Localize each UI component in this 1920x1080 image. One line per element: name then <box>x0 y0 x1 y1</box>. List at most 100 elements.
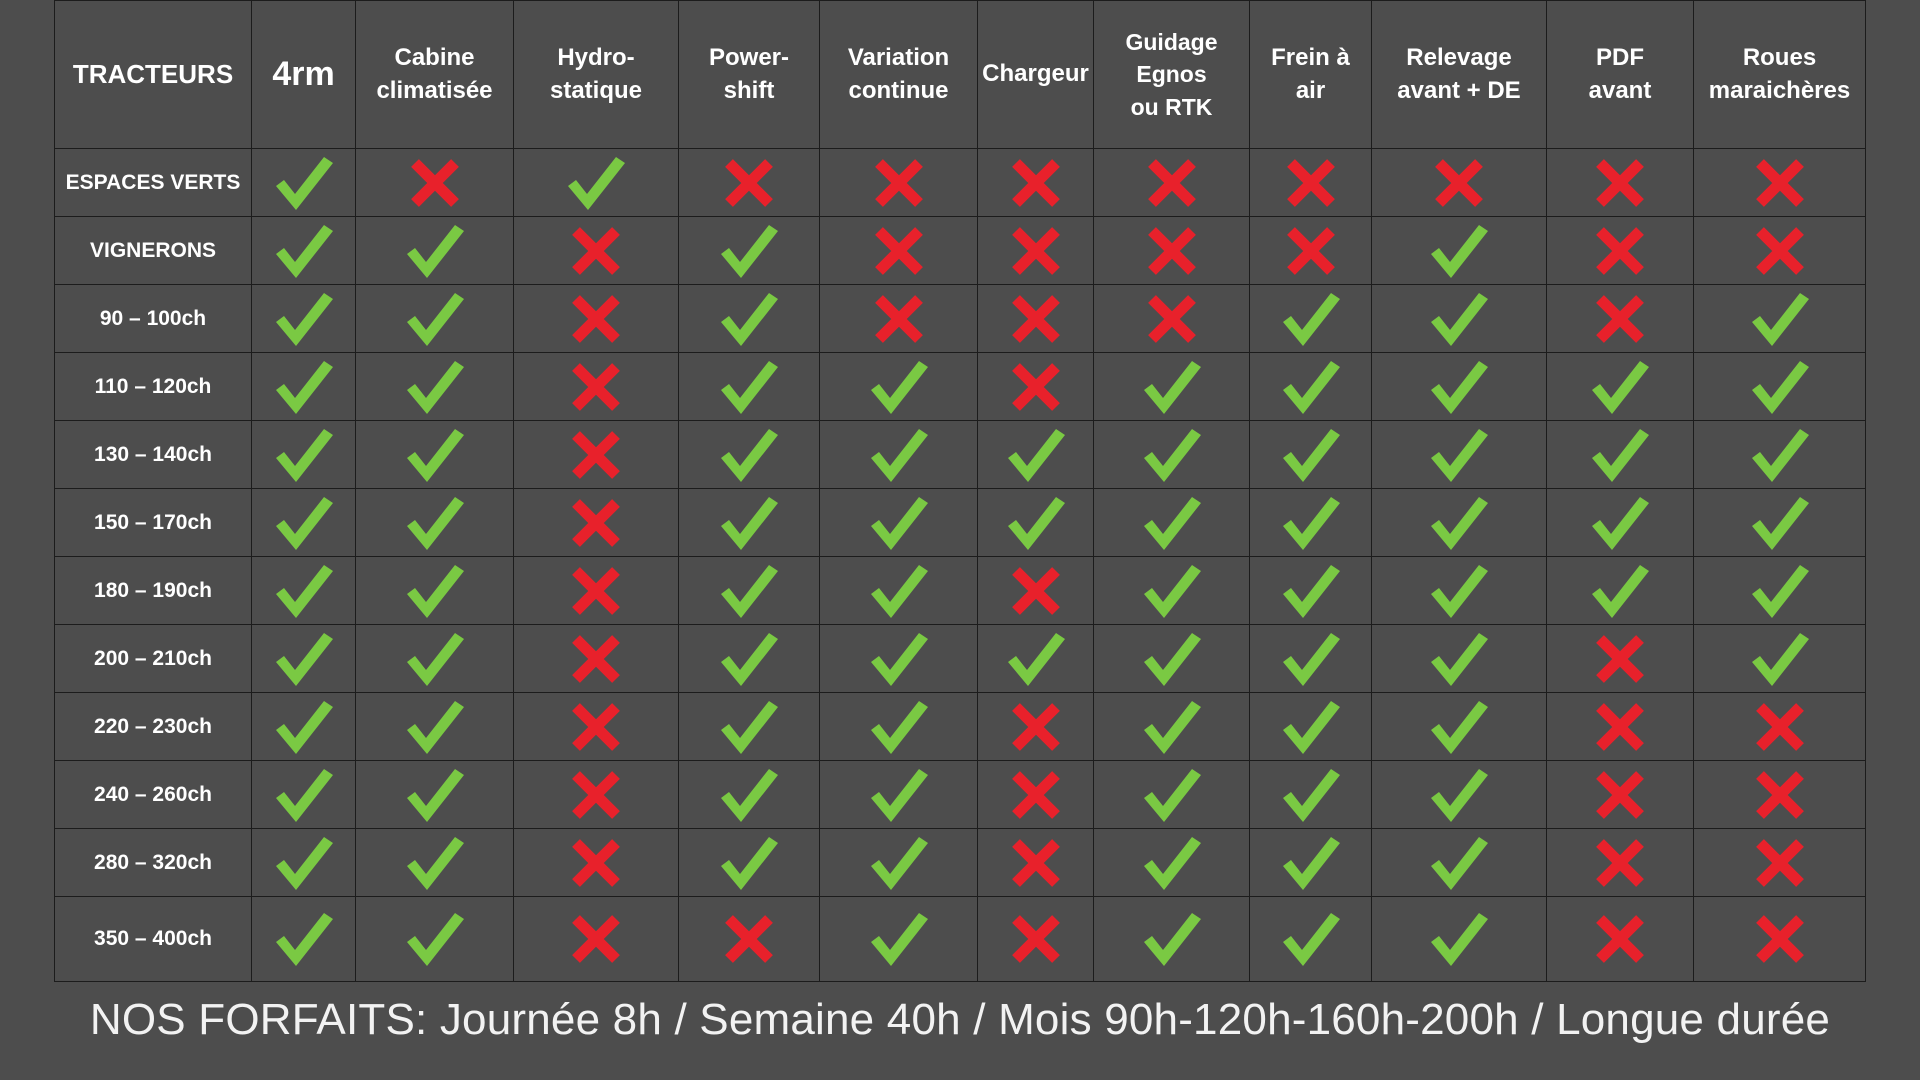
table-cell <box>513 896 679 982</box>
check-icon <box>272 425 336 485</box>
table-cell <box>1249 828 1372 897</box>
check-icon <box>1748 629 1812 689</box>
column-header: Guidage Egnos ou RTK <box>1093 0 1250 149</box>
table-cell <box>513 760 679 829</box>
column-header: Cabine climatisée <box>355 0 514 149</box>
cross-icon <box>1140 153 1204 213</box>
cross-icon <box>1588 833 1652 893</box>
table-cell <box>1371 216 1547 285</box>
row-label: 90 – 100ch <box>54 284 252 353</box>
table-cell <box>1371 692 1547 761</box>
cross-icon <box>1748 153 1812 213</box>
row-label: 280 – 320ch <box>54 828 252 897</box>
table-row: 350 – 400ch <box>54 896 1866 982</box>
table-row: 200 – 210ch <box>54 624 1866 693</box>
check-icon <box>1427 221 1491 281</box>
table-cell <box>513 624 679 693</box>
table-cell <box>251 148 356 217</box>
check-icon <box>1588 493 1652 553</box>
table-row: 180 – 190ch <box>54 556 1866 625</box>
cross-icon <box>564 909 628 969</box>
check-icon <box>403 833 467 893</box>
table-body: ESPACES VERTS VIGNERONS 90 – 100ch 110 – 12… <box>54 148 1866 982</box>
table-cell <box>1546 216 1694 285</box>
row-label: 200 – 210ch <box>54 624 252 693</box>
table-cell <box>1249 896 1372 982</box>
cross-icon <box>1427 153 1491 213</box>
table-cell <box>678 148 820 217</box>
table-cell <box>513 420 679 489</box>
check-icon <box>717 629 781 689</box>
table-cell <box>513 828 679 897</box>
row-label: 180 – 190ch <box>54 556 252 625</box>
table-cell <box>1371 420 1547 489</box>
table-cell <box>355 148 514 217</box>
check-icon <box>1140 357 1204 417</box>
table-cell <box>1093 148 1250 217</box>
table-cell <box>513 488 679 557</box>
table-cell <box>977 896 1094 982</box>
table-row: VIGNERONS <box>54 216 1866 285</box>
table-cell <box>1546 760 1694 829</box>
table-cell <box>1093 488 1250 557</box>
table-cell <box>678 692 820 761</box>
table-cell <box>355 828 514 897</box>
cross-icon <box>1004 833 1068 893</box>
table-cell <box>251 692 356 761</box>
table-row: 110 – 120ch <box>54 352 1866 421</box>
table-cell <box>1093 216 1250 285</box>
column-header: Chargeur <box>977 0 1094 149</box>
cross-icon <box>564 221 628 281</box>
table-cell <box>1093 556 1250 625</box>
check-icon <box>1279 629 1343 689</box>
table-cell <box>1693 148 1866 217</box>
check-icon <box>1588 357 1652 417</box>
check-icon <box>717 289 781 349</box>
row-label: 130 – 140ch <box>54 420 252 489</box>
column-header: Hydro- statique <box>513 0 679 149</box>
check-icon <box>403 909 467 969</box>
table-cell <box>251 556 356 625</box>
check-icon <box>1140 629 1204 689</box>
check-icon <box>1279 561 1343 621</box>
table-cell <box>977 284 1094 353</box>
table-cell <box>819 352 978 421</box>
cross-icon <box>1588 289 1652 349</box>
table-cell <box>251 896 356 982</box>
table-cell <box>977 828 1094 897</box>
table-cell <box>1546 828 1694 897</box>
cross-icon <box>564 833 628 893</box>
check-icon <box>1279 697 1343 757</box>
table-row: 130 – 140ch <box>54 420 1866 489</box>
check-icon <box>717 561 781 621</box>
check-icon <box>1140 833 1204 893</box>
check-icon <box>403 697 467 757</box>
table-cell <box>678 352 820 421</box>
cross-icon <box>564 493 628 553</box>
cross-icon <box>1588 629 1652 689</box>
table-cell <box>513 148 679 217</box>
table-cell <box>819 624 978 693</box>
table-cell <box>355 352 514 421</box>
cross-icon <box>564 561 628 621</box>
check-icon <box>272 221 336 281</box>
check-icon <box>272 909 336 969</box>
table-cell <box>251 760 356 829</box>
check-icon <box>403 765 467 825</box>
check-icon <box>1004 425 1068 485</box>
check-icon <box>1427 289 1491 349</box>
table-cell <box>1693 896 1866 982</box>
check-icon <box>867 493 931 553</box>
cross-icon <box>564 697 628 757</box>
cross-icon <box>1588 697 1652 757</box>
check-icon <box>403 357 467 417</box>
cross-icon <box>1588 153 1652 213</box>
table-cell <box>1371 284 1547 353</box>
column-header: 4rm <box>251 0 356 149</box>
cross-icon <box>717 909 781 969</box>
table-cell <box>1249 760 1372 829</box>
cross-icon <box>1279 153 1343 213</box>
cross-icon <box>564 629 628 689</box>
check-icon <box>1748 289 1812 349</box>
table-cell <box>1693 420 1866 489</box>
